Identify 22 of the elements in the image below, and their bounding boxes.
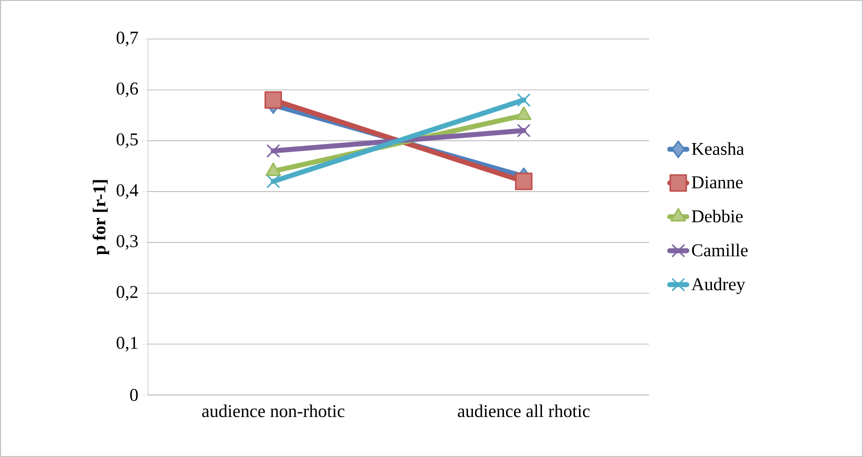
point	[264, 91, 282, 109]
y-tick-label: 0,6	[116, 82, 138, 98]
point	[266, 144, 280, 158]
point	[517, 124, 530, 137]
y-tick-label: 0,5	[116, 133, 138, 148]
x-tick-label: audience all rhotic	[458, 404, 590, 418]
y-tick-label: 0,2	[116, 286, 138, 301]
legend-label: Keasha	[692, 142, 744, 155]
y-tick-label: 0,4	[116, 184, 138, 199]
legend-label: Camille	[692, 244, 748, 256]
y-tick-label: 0,3	[116, 235, 138, 250]
y-axis-title: p for [r-1]	[92, 180, 110, 255]
x-tick-label: audience non-rhotic	[202, 404, 344, 418]
point	[517, 94, 530, 106]
legend-label: Dianne	[692, 176, 743, 188]
y-tick-label: 0	[130, 388, 138, 402]
y-tick-label: 0,7	[116, 32, 138, 46]
point	[266, 174, 280, 188]
legend-label: Audrey	[691, 278, 746, 294]
point	[515, 172, 532, 190]
legend-label: Debbie	[692, 210, 743, 222]
y-tick-label: 0,1	[116, 336, 138, 352]
